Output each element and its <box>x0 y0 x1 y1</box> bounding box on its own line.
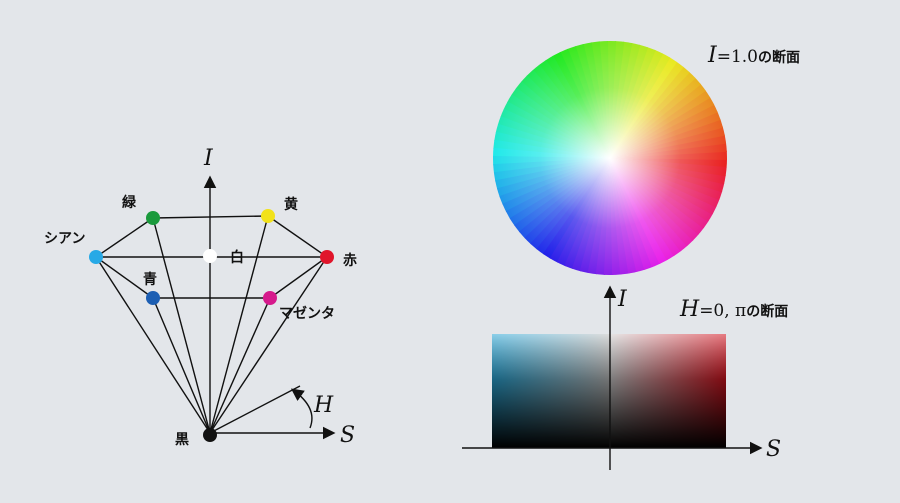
edge-black-blue <box>152 297 211 434</box>
vertex-yellow <box>261 209 275 223</box>
vertex-blue <box>146 291 160 305</box>
wheel-caption: I=1.0の断面 <box>707 43 800 68</box>
edge-black-red <box>209 256 328 434</box>
section-s-label: S <box>766 437 781 462</box>
label-cyan: シアン <box>44 231 85 247</box>
label-black: 黒 <box>175 432 189 448</box>
label-red: 赤 <box>343 253 357 269</box>
vertex-cyan <box>89 250 103 264</box>
s-axis-label: S <box>340 423 355 448</box>
label-white: 白 <box>230 249 244 266</box>
label-blue: 青 <box>143 271 157 288</box>
i-axis-label: I <box>203 146 214 171</box>
color-wheel: I=1.0の断面 <box>493 41 800 275</box>
edge-black-magenta <box>209 297 271 434</box>
h-angle-label: H <box>313 393 334 418</box>
wheel-center-glow <box>493 41 727 275</box>
vertex-black <box>203 428 217 442</box>
vertex-magenta <box>263 291 277 305</box>
label-magenta: マゼンタ <box>279 305 335 322</box>
label-yellow: 黄 <box>284 196 298 213</box>
label-green: 緑 <box>122 194 137 211</box>
section-i-label: I <box>617 287 628 312</box>
section-dark-overlay <box>492 334 726 448</box>
section-caption: H=0, πの断面 <box>679 297 788 322</box>
h-angle-arc <box>290 388 313 429</box>
edge-black-yellow <box>209 215 269 434</box>
hexcone-model: I S H 緑 黄 シアン 白 赤 青 マゼンタ 黒 <box>44 146 357 448</box>
vertex-green <box>146 211 160 225</box>
edge-black-cyan <box>95 256 211 434</box>
hue-section: I S H=0, πの断面 <box>462 285 788 470</box>
h-angle-ray <box>209 385 301 434</box>
vertex-red <box>320 250 334 264</box>
vertex-white <box>203 249 217 263</box>
edge-black-green <box>152 217 211 434</box>
